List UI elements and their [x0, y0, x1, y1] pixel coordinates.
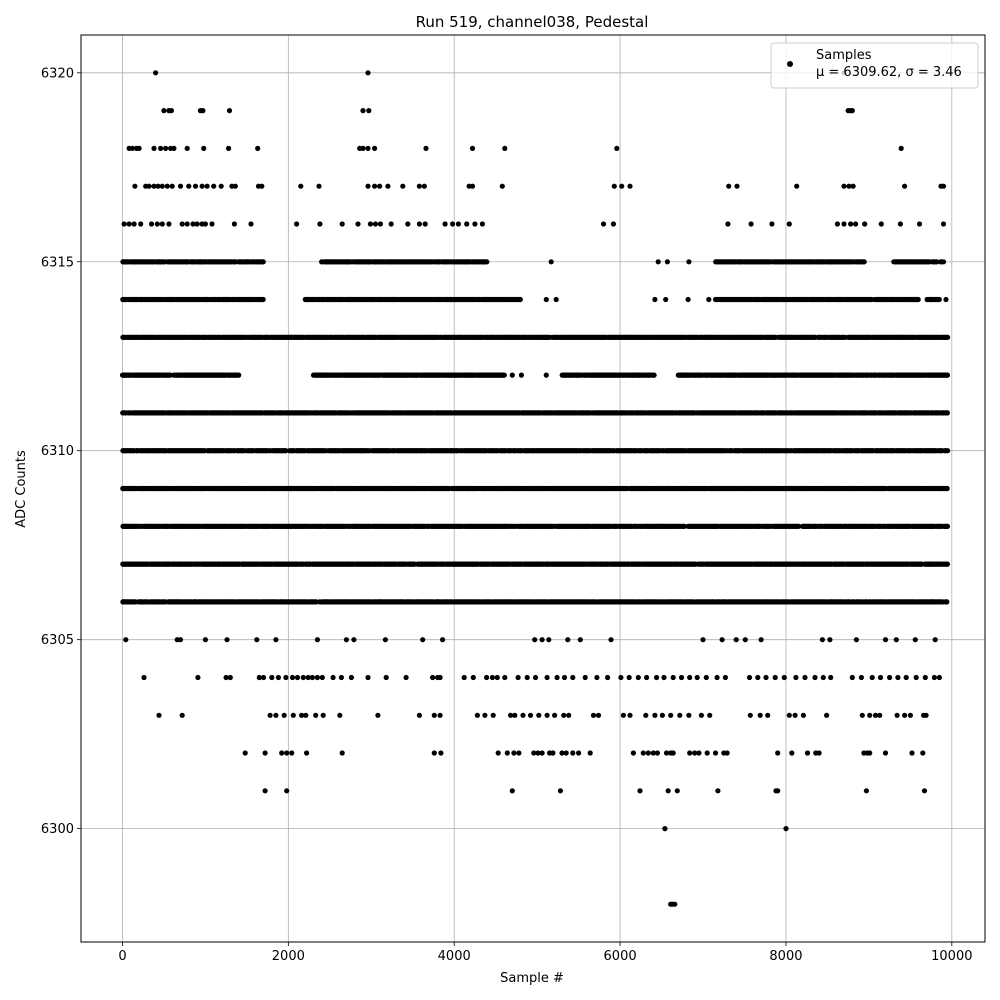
data-point [934, 259, 940, 265]
data-point [236, 372, 242, 378]
data-points [119, 70, 951, 907]
data-point [945, 448, 951, 454]
chart-title: Run 519, channel038, Pedestal [416, 13, 649, 31]
data-point [260, 259, 266, 265]
data-point [484, 259, 490, 265]
data-point [861, 259, 867, 265]
data-point [915, 296, 921, 303]
data-point [517, 296, 523, 303]
data-point [501, 372, 507, 378]
data-point [260, 296, 266, 303]
data-point [936, 296, 942, 303]
